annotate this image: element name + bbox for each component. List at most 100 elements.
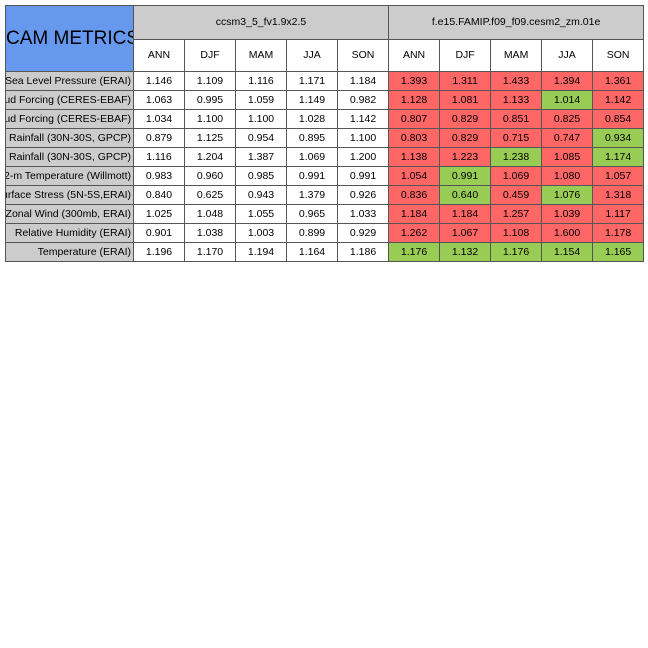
metric-label-text: Pacific Surface Stress (5N-5S,ERAI)	[7, 189, 132, 201]
test-value-cell: 1.184	[388, 204, 441, 224]
baseline-value-cell: 0.983	[133, 166, 185, 186]
baseline-value-cell: 0.899	[286, 223, 338, 243]
test-value-cell: 0.829	[439, 109, 492, 129]
test-value-cell: 1.311	[439, 71, 492, 91]
season-header-test-son: SON	[592, 38, 645, 72]
test-value-cell: 0.851	[490, 109, 543, 129]
baseline-value-cell: 1.164	[286, 242, 338, 262]
baseline-value-cell: 1.069	[286, 147, 338, 167]
test-value-cell: 0.640	[439, 185, 492, 205]
test-value-cell: 1.176	[388, 242, 441, 262]
test-value-cell: 0.459	[490, 185, 543, 205]
test-value-cell: 1.142	[592, 90, 645, 110]
baseline-value-cell: 0.954	[235, 128, 287, 148]
test-value-cell: 1.393	[388, 71, 441, 91]
baseline-value-cell: 1.109	[184, 71, 236, 91]
metric-label-text: LW Cloud Forcing (CERES-EBAF)	[5, 113, 132, 125]
baseline-value-cell: 1.125	[184, 128, 236, 148]
baseline-value-cell: 1.063	[133, 90, 185, 110]
test-value-cell: 1.174	[592, 147, 645, 167]
baseline-value-cell: 1.100	[235, 109, 287, 129]
season-header-test-djf: DJF	[439, 38, 492, 72]
baseline-value-cell: 0.840	[133, 185, 185, 205]
test-value-cell: 1.184	[439, 204, 492, 224]
test-value-cell: 1.067	[439, 223, 492, 243]
table-row: LW Cloud Forcing (CERES-EBAF)1.0341.1001…	[5, 109, 645, 129]
test-value-cell: 1.132	[439, 242, 492, 262]
baseline-value-cell: 0.901	[133, 223, 185, 243]
test-value-cell: 1.318	[592, 185, 645, 205]
metric-label: Pacific Surface Stress (5N-5S,ERAI)	[5, 185, 134, 205]
test-value-cell: 1.080	[541, 166, 594, 186]
test-value-cell: 1.165	[592, 242, 645, 262]
test-value-cell: 1.054	[388, 166, 441, 186]
baseline-value-cell: 1.204	[184, 147, 236, 167]
test-value-cell: 1.081	[439, 90, 492, 110]
metric-label: Land Rainfall (30N-30S, GPCP)	[5, 128, 134, 148]
metric-label: SW Cloud Forcing (CERES-EBAF)	[5, 90, 134, 110]
table-row: Zonal Wind (300mb, ERAI) 1.025 1.048 1.055 0…	[5, 204, 645, 224]
season-header-baseline-ann: ANN	[133, 38, 185, 72]
metric-label-text: Temperature (ERAI)	[37, 246, 131, 258]
test-value-cell: 1.085	[541, 147, 594, 167]
metric-label-text: Sea Level Pressure (ERAI)	[5, 75, 132, 87]
group-header-baseline: ccsm3_5_fv1.9x2.5	[132, 5, 390, 40]
table-row: Sea Level Pressure (ERAI) 1.146 1.109 1.116…	[5, 71, 645, 91]
season-header-test-ann: ANN	[388, 38, 441, 72]
season-header-baseline-mam: MAM	[235, 38, 287, 72]
test-value-cell: 1.361	[592, 71, 645, 91]
season-header-test-jja: JJA	[541, 38, 594, 72]
season-header-test-mam: MAM	[490, 38, 543, 72]
baseline-value-cell: 0.995	[184, 90, 236, 110]
test-value-cell: 1.108	[490, 223, 543, 243]
metric-label: Temperature (ERAI)	[5, 242, 134, 262]
test-value-cell: 1.076	[541, 185, 594, 205]
baseline-value-cell: 0.926	[336, 185, 390, 205]
baseline-value-cell: 1.170	[184, 242, 236, 262]
table-row: Temperature (ERAI) 1.196 1.170 1.194 1.164 1.…	[5, 242, 645, 262]
test-value-cell: 1.138	[388, 147, 441, 167]
baseline-value-cell: 1.387	[235, 147, 287, 167]
baseline-value-cell: 1.184	[336, 71, 390, 91]
table-row: Pacific Surface Stress (5N-5S,ERAI)0.840…	[5, 185, 645, 205]
metric-label: Relative Humidity (ERAI)	[5, 223, 134, 243]
test-value-cell: 0.829	[439, 128, 492, 148]
baseline-value-cell: 1.146	[133, 71, 185, 91]
test-value-cell: 1.223	[439, 147, 492, 167]
baseline-value-cell: 1.196	[133, 242, 185, 262]
baseline-value-cell: 1.038	[184, 223, 236, 243]
metric-label: Sea Level Pressure (ERAI)	[5, 71, 134, 91]
test-value-cell: 1.039	[541, 204, 594, 224]
test-value-cell: 0.854	[592, 109, 645, 129]
test-value-cell: 0.803	[388, 128, 441, 148]
baseline-value-cell: 1.200	[336, 147, 390, 167]
test-value-cell: 1.057	[592, 166, 645, 186]
baseline-value-cell: 0.991	[336, 166, 390, 186]
test-value-cell: 1.394	[541, 71, 594, 91]
baseline-value-cell: 1.171	[286, 71, 338, 91]
test-value-cell: 1.262	[388, 223, 441, 243]
baseline-value-cell: 0.625	[184, 185, 236, 205]
test-value-cell: 1.433	[490, 71, 543, 91]
metric-label-text: Ocean Rainfall (30N-30S, GPCP)	[7, 151, 132, 163]
baseline-value-cell: 1.149	[286, 90, 338, 110]
season-header-baseline-djf: DJF	[184, 38, 236, 72]
season-header-baseline-jja: JJA	[286, 38, 338, 72]
test-value-cell: 1.238	[490, 147, 543, 167]
test-value-cell: 1.069	[490, 166, 543, 186]
baseline-value-cell: 1.033	[336, 204, 390, 224]
baseline-value-cell: 1.100	[336, 128, 390, 148]
baseline-value-cell: 1.055	[235, 204, 287, 224]
table-row: Land 2-m Temperature (Willmott)0.9830.96…	[5, 166, 645, 186]
test-value-cell: 0.991	[439, 166, 492, 186]
baseline-value-cell: 1.116	[133, 147, 185, 167]
metric-label-text: Land Rainfall (30N-30S, GPCP)	[7, 132, 132, 144]
test-value-cell: 1.014	[541, 90, 594, 110]
metric-label: LW Cloud Forcing (CERES-EBAF)	[5, 109, 134, 129]
baseline-value-cell: 1.028	[286, 109, 338, 129]
metric-label-text: Zonal Wind (300mb, ERAI)	[5, 208, 132, 220]
test-value-cell: 0.934	[592, 128, 645, 148]
metric-label-text: Land 2-m Temperature (Willmott)	[5, 170, 132, 182]
baseline-value-cell: 1.116	[235, 71, 287, 91]
table-row: Land Rainfall (30N-30S, GPCP)0.8791.1250…	[5, 128, 645, 148]
